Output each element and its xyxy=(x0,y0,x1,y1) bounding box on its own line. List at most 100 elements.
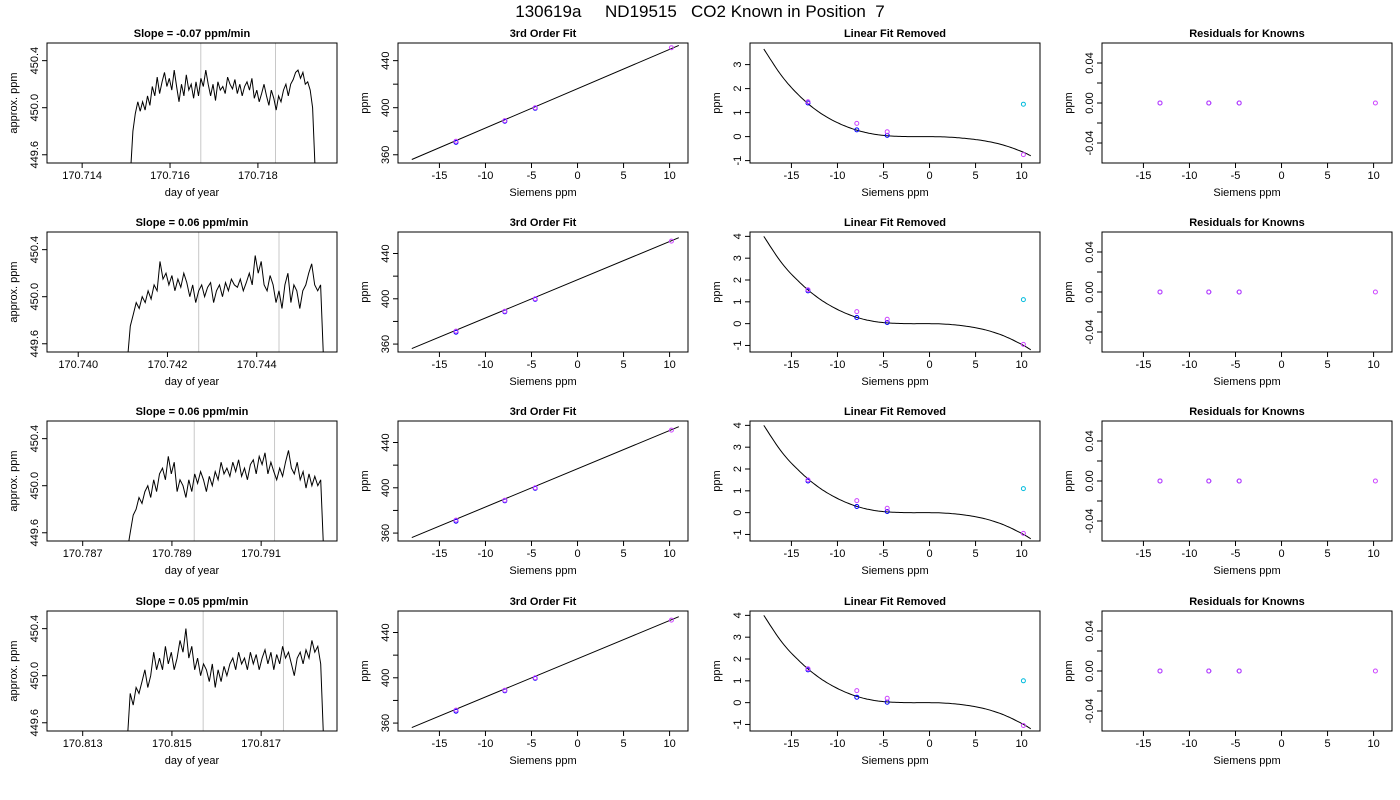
y-tick-label: 0.04 xyxy=(1084,430,1096,451)
plot-frame xyxy=(46,420,338,542)
panel-r2c4: Residuals for Knowns -15 -10 -5 0 5 10 -0.04 0.0… xyxy=(1063,217,1393,388)
y-tick-label: 400 xyxy=(380,479,392,497)
panel-r4c2: 3rd Order Fit -15 -10 -5 0 5 10 360 400 440 Siemen… xyxy=(359,596,689,767)
x-axis-label: Siemens ppm xyxy=(861,376,928,388)
data-point xyxy=(854,309,860,315)
plot-data xyxy=(128,450,324,541)
x-axis-label: Siemens ppm xyxy=(1213,376,1280,388)
y-tick-label: -1 xyxy=(732,341,744,351)
panel-r3c3: Linear Fit Removed-15 -10 -5 0 5 10-101234Sie… xyxy=(711,406,1041,577)
x-tick-label: 5 xyxy=(620,548,626,560)
x-tick-label: 0 xyxy=(1278,738,1284,750)
fit-curve xyxy=(411,44,679,160)
data-point xyxy=(668,427,674,433)
x-tick-label: 0 xyxy=(574,359,580,371)
y-tick-label: 360 xyxy=(380,146,392,164)
data-point xyxy=(453,328,459,334)
y-axis-label: ppm xyxy=(1063,470,1075,491)
plot-frame xyxy=(749,42,1041,164)
y-tick-label: -0.04 xyxy=(1084,698,1096,723)
x-tick-label: 0 xyxy=(574,738,580,750)
x-axis-label: day of year xyxy=(165,565,220,577)
y-axis-label: ppm xyxy=(711,470,723,491)
y-tick-label: 440 xyxy=(380,433,392,451)
data-line xyxy=(130,69,316,163)
x-tick-label: -5 xyxy=(527,359,537,371)
x-tick-label: -5 xyxy=(1231,359,1241,371)
x-tick-label: -10 xyxy=(1182,548,1198,560)
x-tick-label: -15 xyxy=(783,738,799,750)
x-tick-label: 5 xyxy=(972,738,978,750)
x-axis-label: Siemens ppm xyxy=(1213,755,1280,767)
y-tick-label: 1 xyxy=(732,110,744,116)
panel-r2c2: 3rd Order Fit -15 -10 -5 0 5 10 360 400 440 Siemen… xyxy=(359,217,689,388)
panel-title: 3rd Order Fit xyxy=(510,217,577,229)
fit-curve xyxy=(763,615,1032,730)
plot-frame xyxy=(397,610,689,732)
x-axis-label: Siemens ppm xyxy=(1213,565,1280,577)
data-point xyxy=(1372,100,1378,106)
x-tick-label: -10 xyxy=(478,170,494,182)
plot-data xyxy=(1157,100,1378,106)
x-tick-label: 5 xyxy=(620,738,626,750)
y-tick-label: 3 xyxy=(732,634,744,640)
y-axis-label: ppm xyxy=(1063,92,1075,113)
fit-curve xyxy=(411,237,679,350)
y-tick-label: 2 xyxy=(732,277,744,283)
y-tick-label: 450.0 xyxy=(29,662,41,690)
y-axis-label: approx. ppm xyxy=(8,261,20,322)
data-point xyxy=(502,497,508,503)
y-tick-label: 1 xyxy=(732,488,744,494)
data-point xyxy=(1020,530,1026,536)
y-tick-label: 0.04 xyxy=(1084,52,1096,73)
y-tick-label: -0.04 xyxy=(1084,130,1096,155)
plot-data xyxy=(411,426,679,539)
x-tick-label: 0 xyxy=(926,170,932,182)
plot-data xyxy=(130,69,316,163)
data-point xyxy=(1020,101,1026,107)
data-point xyxy=(532,105,538,111)
x-tick-label: -10 xyxy=(830,548,846,560)
x-tick-label: 170.718 xyxy=(238,170,278,182)
panel-title: Linear Fit Removed xyxy=(844,28,946,40)
y-tick-label: 4 xyxy=(732,422,744,428)
data-line xyxy=(128,450,324,541)
y-tick-label: 0.04 xyxy=(1084,241,1096,262)
panel-title: 3rd Order Fit xyxy=(510,406,577,418)
x-tick-label: -15 xyxy=(431,548,447,560)
y-tick-label: 400 xyxy=(380,290,392,308)
y-tick-label: 449.6 xyxy=(29,141,41,169)
x-tick-label: 170.789 xyxy=(152,548,192,560)
y-tick-label: 0 xyxy=(732,510,744,516)
x-tick-label: -5 xyxy=(1231,738,1241,750)
y-axis-label: approx. ppm xyxy=(8,640,20,701)
y-tick-label: 450.4 xyxy=(29,615,41,643)
fit-curve xyxy=(411,426,679,539)
x-axis-label: Siemens ppm xyxy=(509,187,576,199)
y-tick-label: -1 xyxy=(732,156,744,166)
y-axis-label: approx. ppm xyxy=(8,450,20,511)
x-tick-label: -15 xyxy=(1135,548,1151,560)
panel-r3c4: Residuals for Knowns -15 -10 -5 0 5 10 -0.04 0.0… xyxy=(1063,406,1393,577)
x-axis-label: Siemens ppm xyxy=(1213,187,1280,199)
plot-data xyxy=(411,616,679,729)
panel-title: Slope = 0.06 ppm/min xyxy=(136,406,249,418)
data-point xyxy=(805,666,811,672)
x-axis-label: Siemens ppm xyxy=(861,187,928,199)
plot-data xyxy=(411,237,679,350)
y-tick-label: 2 xyxy=(732,466,744,472)
data-point xyxy=(884,695,890,701)
y-tick-label: -1 xyxy=(732,720,744,730)
y-tick-label: 449.6 xyxy=(29,330,41,358)
panel-title: Residuals for Knowns xyxy=(1189,28,1305,40)
data-point xyxy=(1236,668,1242,674)
data-point xyxy=(854,688,860,694)
data-point xyxy=(1372,289,1378,295)
plot-data xyxy=(127,255,324,352)
data-point xyxy=(1020,297,1026,303)
y-tick-label: 2 xyxy=(732,86,744,92)
plot-data xyxy=(763,615,1032,730)
x-tick-label: -15 xyxy=(783,170,799,182)
plot-frame xyxy=(1101,231,1393,353)
data-point xyxy=(532,485,538,491)
